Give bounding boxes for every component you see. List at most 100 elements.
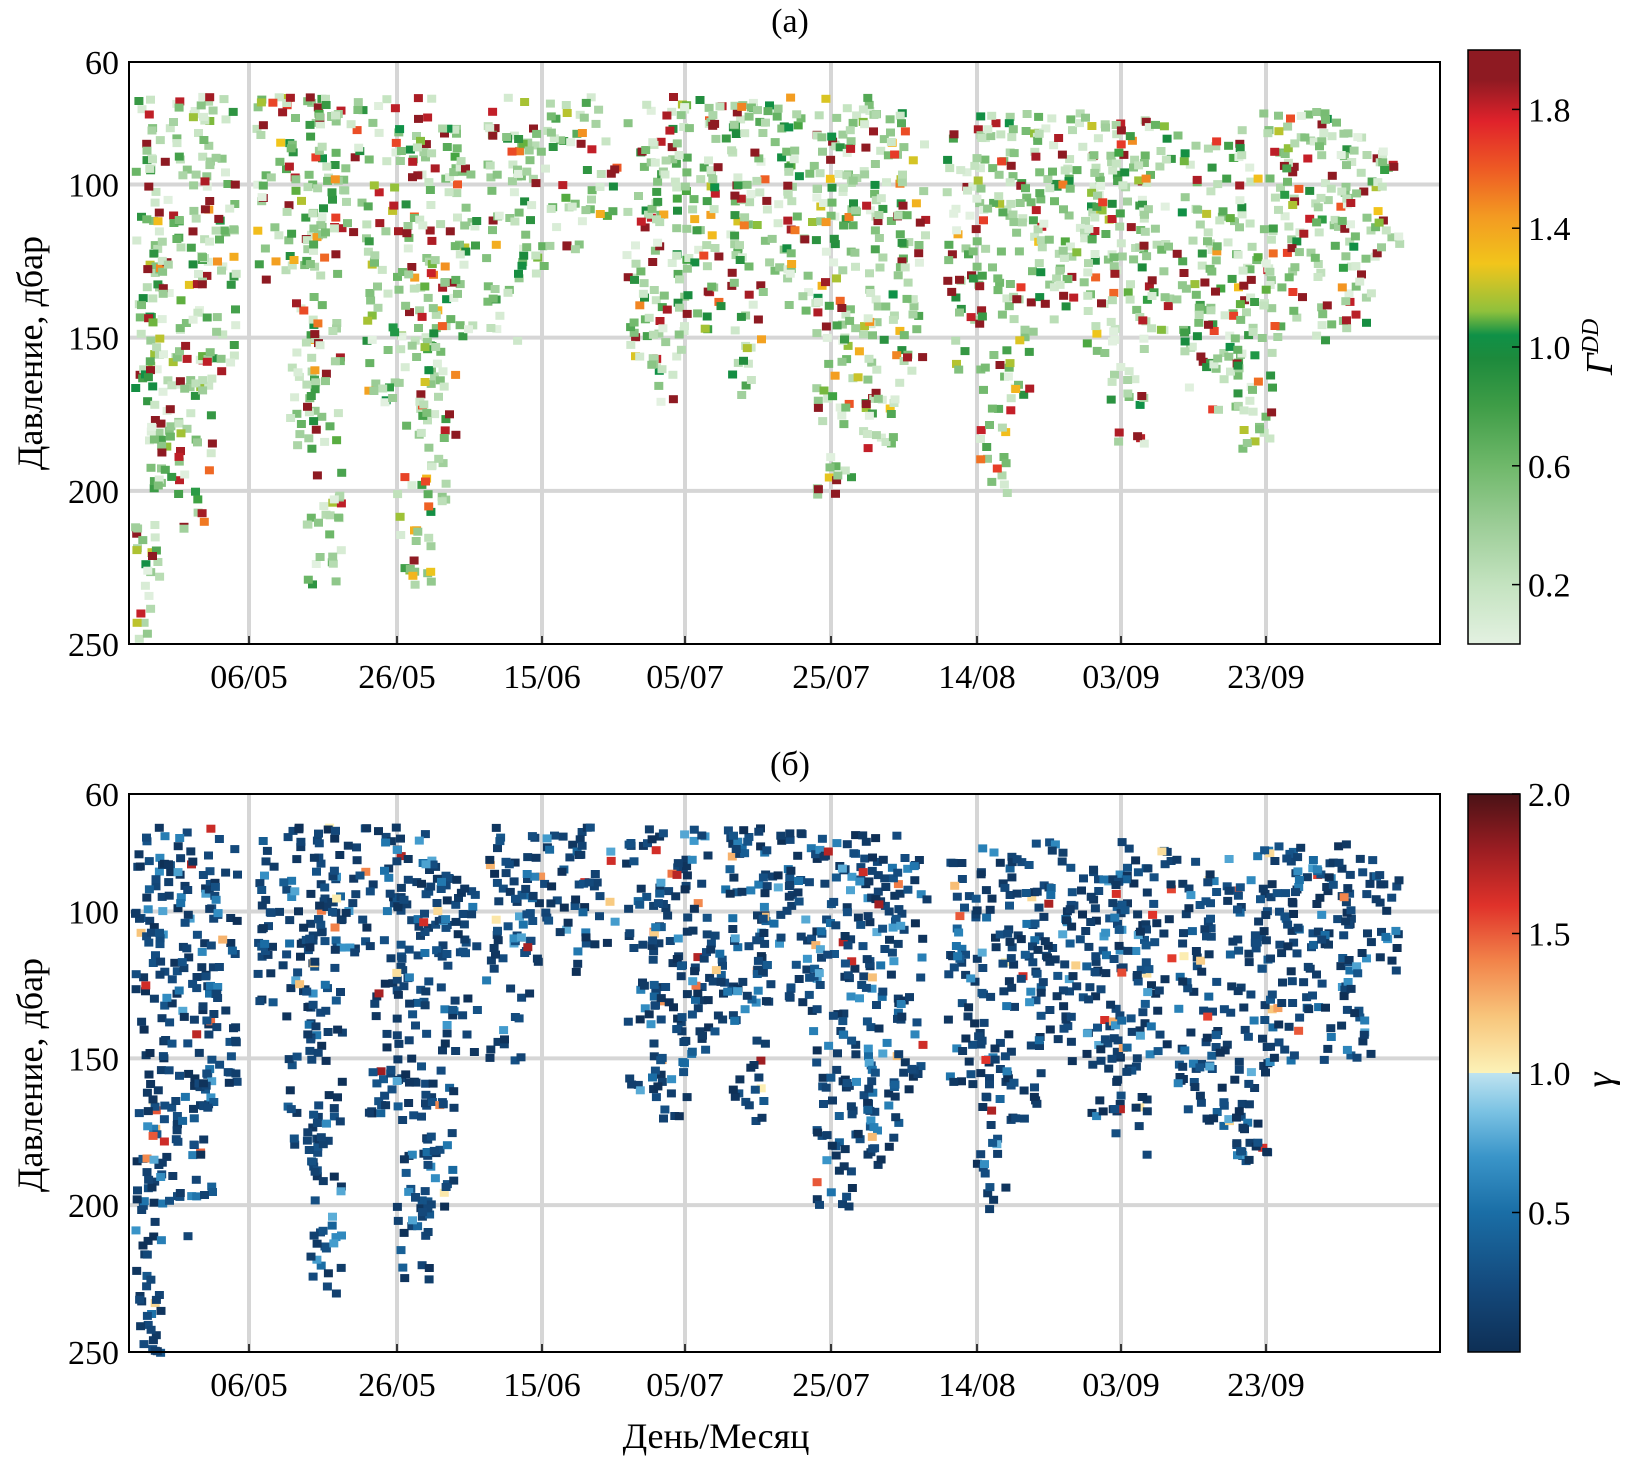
heatmap-cell [1110,370,1119,379]
heatmap-cell [407,341,417,350]
heatmap-cell [725,889,735,898]
heatmap-cell [282,950,292,959]
heatmap-cell [490,869,500,878]
heatmap-cell [505,214,515,222]
heatmap-cell [325,422,335,431]
heatmap-cell [455,321,465,330]
heatmap-cell [707,231,717,240]
heatmap-cell [372,1079,382,1088]
heatmap-cell [649,286,659,294]
heatmap-cell [1313,203,1323,212]
heatmap-cell [674,330,684,339]
heatmap-cell [1089,151,1099,160]
heatmap-cell [1141,958,1151,967]
heatmap-cell [1100,349,1110,357]
heatmap-cell [362,824,372,833]
heatmap-cell [483,297,493,306]
heatmap-cell [1246,177,1256,186]
heatmap-cell [682,990,692,999]
heatmap-cell [1356,168,1366,177]
heatmap-cell [1109,327,1119,336]
heatmap-cell [1026,987,1036,996]
heatmap-cell [556,136,566,145]
heatmap-cell [667,143,677,152]
heatmap-cell [1130,155,1140,164]
heatmap-cell [467,887,477,896]
heatmap-cell [731,251,741,260]
heatmap-cell [944,256,954,265]
heatmap-cell [1021,889,1031,897]
heatmap-cell [861,143,871,152]
heatmap-cell [158,387,168,396]
heatmap-cell [862,955,872,964]
heatmap-cell [1049,141,1059,150]
heatmap-cell [144,857,154,866]
heatmap-cell [976,1150,986,1159]
heatmap-cell [1293,853,1303,862]
heatmap-cell [486,1045,496,1054]
heatmap-cell [286,984,296,993]
heatmap-cell [656,1015,666,1024]
heatmap-cell [425,866,434,874]
heatmap-cell [782,147,792,156]
heatmap-cell [1066,863,1076,872]
heatmap-cell [1090,968,1100,976]
heatmap-cell [426,542,436,551]
heatmap-cell [950,881,960,890]
heatmap-cell [894,1118,904,1127]
colorbar-tick-label: 1.4 [1528,211,1571,248]
heatmap-cell [1034,112,1044,121]
heatmap-cell [960,347,970,356]
heatmap-cell [413,951,423,960]
heatmap-cell [1363,929,1372,938]
heatmap-cell [142,893,152,902]
heatmap-cell [1067,1057,1077,1066]
heatmap-cell [1011,1114,1021,1123]
heatmap-cell [1038,978,1048,987]
heatmap-cell [559,903,569,912]
heatmap-cell [765,258,775,267]
panel-b-colorbar-label: γ [1579,1071,1621,1087]
heatmap-cell [1088,1060,1098,1069]
heatmap-cell [438,1046,447,1055]
heatmap-cell [173,1137,183,1146]
heatmap-cell [1131,1103,1141,1112]
heatmap-cell [445,227,455,236]
heatmap-cell [1012,889,1022,898]
heatmap-cell [150,198,160,207]
heatmap-cell [385,889,395,898]
heatmap-cell [1253,174,1263,183]
heatmap-cell [704,156,713,165]
heatmap-cell [943,1015,953,1024]
heatmap-cell [880,901,890,910]
heatmap-cell [548,143,558,151]
heatmap-cell [627,1080,637,1089]
heatmap-cell [606,856,616,865]
heatmap-cell [426,567,436,576]
heatmap-cell [834,1166,844,1175]
heatmap-cell [186,376,196,385]
heatmap-cell [1334,858,1344,867]
heatmap-cell [783,274,793,283]
heatmap-cell [1203,144,1213,153]
heatmap-cell [1300,133,1310,142]
heatmap-cell [211,226,221,235]
heatmap-cell [648,138,658,147]
heatmap-cell [315,341,325,350]
heatmap-cell [1284,273,1294,282]
heatmap-cell [885,935,894,944]
heatmap-cell [266,173,276,182]
heatmap-cell [595,210,605,218]
heatmap-cell [890,150,900,159]
heatmap-cell [1317,935,1327,944]
heatmap-cell [651,296,661,305]
heatmap-cell [1183,1105,1193,1114]
heatmap-cell [1227,982,1237,991]
heatmap-cell [832,321,842,330]
heatmap-cell [448,1165,458,1174]
heatmap-cell [1084,259,1093,268]
heatmap-cell [1039,912,1049,921]
heatmap-cell [325,530,335,539]
heatmap-cell [648,1073,657,1082]
heatmap-cell [284,236,294,245]
